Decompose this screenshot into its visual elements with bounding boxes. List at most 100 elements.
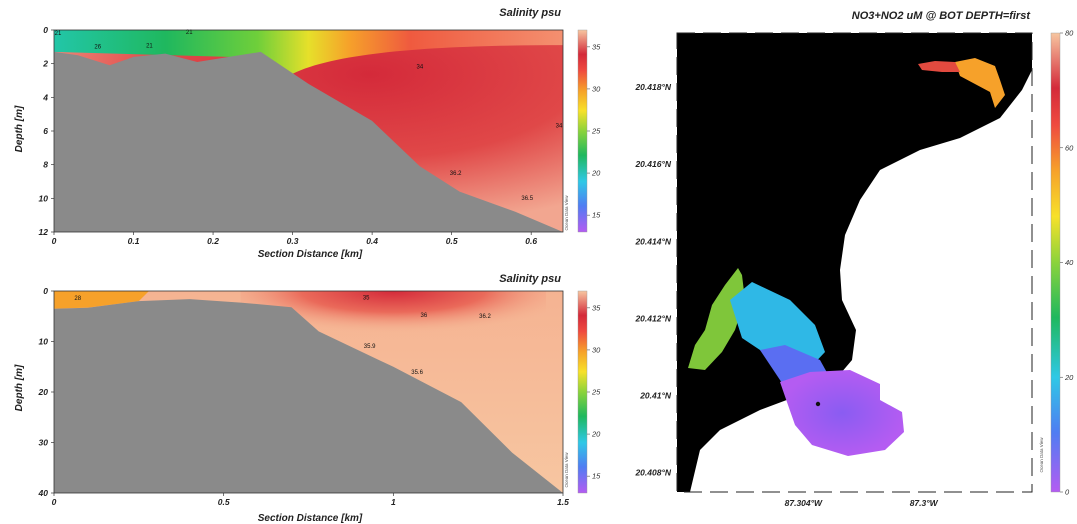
x-tick-label: 0.3 (287, 236, 299, 246)
contour-labels: 28 35 36 36.2 35.9 35.6 (74, 296, 491, 376)
longitude-tick-label: 87.3°W (910, 498, 939, 508)
chart-title: Salinity psu (499, 273, 561, 285)
x-tick-label: 0.4 (366, 236, 378, 246)
y-tick-label: 10 (39, 193, 49, 203)
station-marker (815, 401, 821, 407)
longitude-tick-label: 87.304°W (785, 498, 823, 508)
y-tick-labels: 0 10 20 30 40 (38, 286, 54, 498)
contour-label: 21 (186, 30, 193, 36)
colorbar-tick-label: 25 (591, 127, 601, 136)
salinity-section-top: 0 0.1 0.2 0.3 0.4 0.5 0.6 0 2 4 6 8 10 12 21 21 26 21 34… (14, 7, 601, 260)
colorbar-tick-label: 25 (591, 388, 601, 397)
nitrate-plume-orange (955, 58, 1005, 108)
contour-label: 35 (363, 296, 370, 302)
nitrate-plume-green (688, 268, 745, 370)
contour-labels: 21 21 26 21 34 34 36.2 36.5 (55, 30, 563, 202)
nitrate-map: 87.304°W 87.3°W 20.418°N20.416°N20.414°N2… (634, 10, 1074, 508)
land-mass (677, 33, 1032, 492)
y-tick-label: 6 (43, 126, 48, 136)
nitrate-plume-red (918, 61, 960, 72)
y-tick-label: 10 (39, 337, 49, 347)
colorbar-tick-label: 0 (1065, 488, 1070, 497)
y-tick-label: 0 (43, 25, 48, 35)
colorbar-tick-label: 35 (592, 42, 601, 51)
map-frame (676, 32, 1033, 493)
contour-label: 35.6 (411, 370, 423, 376)
x-tick-label: 0.5 (446, 236, 458, 246)
watermark: Ocean Data View (1039, 437, 1044, 473)
latitude-tick-labels: 20.418°N 20.416°N 20.414°N 20.412°N 20.41°N 2… (634, 82, 671, 478)
y-tick-label: 8 (43, 160, 48, 170)
x-tick-label: 0 (52, 497, 57, 507)
x-tick-label: 0.5 (218, 497, 230, 507)
x-tick-labels: 0 0.1 0.2 0.3 0.4 0.5 0.6 (52, 232, 537, 246)
contour-label: 36.5 (521, 196, 533, 202)
x-axis-label: Section Distance [km] (258, 249, 363, 260)
nearshore-surface-layer (54, 291, 150, 309)
watermark: Ocean Data View (564, 195, 569, 231)
longitude-tick-labels: 87.304°W 87.3°W (785, 498, 939, 508)
contour-label: 21 (55, 31, 62, 37)
colorbar-tick-label: 30 (592, 345, 601, 354)
y-tick-label: 4 (42, 92, 48, 102)
latitude-tick-label: 20.414°N (634, 236, 671, 246)
colorbar-tick-label: 15 (592, 472, 601, 481)
y-tick-label: 30 (39, 438, 49, 448)
colorbar-tick-label: 60 (1065, 143, 1074, 152)
colorbar-tick-label: 20 (591, 430, 601, 439)
colorbar-ticks: 15 20 25 30 35 (587, 42, 601, 220)
latitude-tick-label: 20.416°N (634, 159, 671, 169)
salinity-section-bottom: 0 0.5 1 1.5 0 10 20 30 40 28 35 36 36.2 35.9 35.6 Sa… (14, 273, 601, 524)
seafloor-terrain (54, 299, 563, 493)
y-tick-label: 40 (38, 488, 49, 498)
y-tick-label: 2 (42, 59, 48, 69)
colorbar-tick-label: 80 (1065, 29, 1074, 38)
nitrate-plume-cyan (730, 282, 825, 372)
nitrate-plume-violet (780, 370, 904, 456)
surface-layer (54, 30, 563, 74)
y-axis-label: Depth [m] (14, 364, 25, 411)
x-tick-label: 0.1 (128, 236, 140, 246)
contour-label: 26 (94, 45, 101, 51)
watermark: Ocean Data View (564, 452, 569, 488)
chart-title: Salinity psu (499, 7, 561, 19)
contour-label: 36.2 (450, 171, 462, 177)
y-tick-label: 20 (38, 387, 49, 397)
colorbar-tick-label: 35 (592, 303, 601, 312)
colorbar-tick-label: 20 (1064, 373, 1074, 382)
latitude-tick-label: 20.408°N (634, 468, 671, 478)
seafloor-terrain (54, 51, 563, 233)
colorbar-tick-label: 40 (1065, 258, 1074, 267)
x-tick-label: 0.2 (207, 236, 219, 246)
colorbar (1050, 32, 1061, 493)
contour-label: 28 (74, 296, 81, 302)
y-tick-labels: 0 2 4 6 8 10 12 (39, 25, 54, 237)
contour-label: 21 (146, 44, 153, 50)
colorbar-tick-label: 20 (591, 169, 601, 178)
y-tick-label: 0 (43, 286, 48, 296)
colorbar (577, 290, 588, 494)
latitude-tick-label: 20.412°N (634, 313, 671, 323)
colorbar-ticks: 15 20 25 30 35 (587, 303, 601, 481)
colorbar-tick-label: 30 (592, 84, 601, 93)
x-tick-label: 0.6 (525, 236, 537, 246)
colorbar-ticks: 0 20 40 60 80 (1060, 29, 1074, 497)
latitude-tick-label: 20.418°N (634, 82, 671, 92)
colorbar-tick-label: 15 (592, 211, 601, 220)
latitude-tick-label: 20.41°N (639, 391, 672, 401)
colorbar (577, 29, 588, 233)
contour-label: 36.2 (479, 314, 491, 320)
x-tick-label: 1 (391, 497, 396, 507)
x-axis-label: Section Distance [km] (258, 513, 363, 524)
chart-title: NO3+NO2 uM @ BOT DEPTH=first (852, 10, 1032, 22)
y-tick-label: 12 (39, 227, 49, 237)
x-tick-label: 1.5 (557, 497, 569, 507)
contour-label: 36 (421, 313, 428, 319)
y-axis-label: Depth [m] (14, 105, 25, 152)
contour-label: 34 (556, 124, 563, 130)
contour-label: 35.9 (364, 344, 376, 350)
contour-label: 34 (417, 65, 424, 71)
x-tick-label: 0 (52, 236, 57, 246)
x-tick-labels: 0 0.5 1 1.5 (52, 493, 569, 507)
